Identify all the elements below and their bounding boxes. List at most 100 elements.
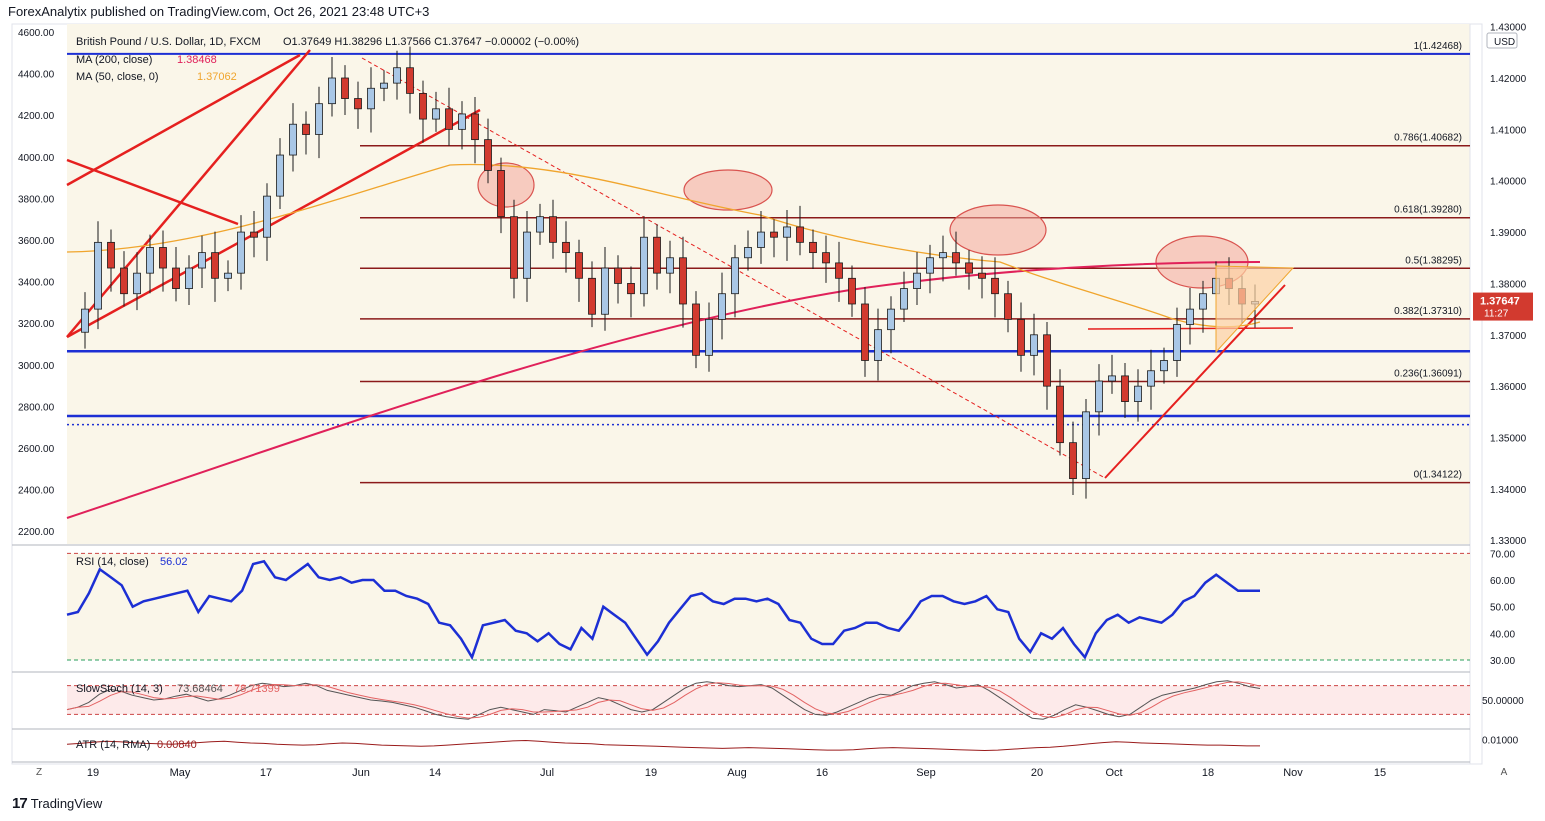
currency-label: USD [1494, 37, 1515, 48]
fib-level-label: 1(1.42468) [1414, 41, 1462, 52]
candle-up [1186, 308, 1194, 325]
candle-up [185, 267, 193, 289]
left-tick-label: 4400.00 [18, 70, 55, 81]
support-lines[interactable] [67, 52, 1470, 426]
triangle-pattern[interactable] [1215, 265, 1295, 354]
price-tick-label: 1.39000 [1490, 228, 1527, 239]
stoch-pane[interactable]: 50.00000 SlowStoch (14, 3) 73.68464 78.7139… [12, 671, 1524, 720]
time-tick-label: Jun [352, 767, 370, 779]
candle-down [211, 252, 219, 279]
candle-down [978, 272, 986, 279]
ma50-label: MA (50, close, 0) [76, 71, 159, 83]
candle-down [861, 303, 869, 361]
footer-brand: TradingView [30, 796, 103, 811]
price-tick-label: 1.34000 [1490, 485, 1527, 496]
candle-up [1134, 385, 1142, 402]
candle-down [822, 252, 830, 264]
chart-canvas[interactable]: 4600.00 4400.00 4200.00 4000.00 3800.00 3600.… [0, 0, 1545, 790]
price-tick-label: 1.33000 [1490, 536, 1527, 547]
price-axis[interactable]: 1.43000 1.42000 1.41000 1.40000 1.39000 1.380… [1469, 23, 1533, 764]
fib-level-label: 0.382(1.37310) [1394, 306, 1462, 317]
candle-down [1056, 385, 1064, 444]
ma50-value: 1.37062 [197, 71, 237, 83]
candle-up [1173, 324, 1181, 361]
candle-down [796, 226, 804, 243]
zoom-corner-button[interactable]: Z [35, 766, 43, 778]
ohlc-values: O1.37649 H1.38296 L1.37566 C1.37647 −0.0… [283, 36, 579, 48]
candle-up [289, 123, 297, 156]
candle-up [666, 257, 674, 274]
atr-line [66, 739, 1260, 752]
highlight-ellipse [477, 162, 535, 208]
tradingview-footer[interactable]: 17 TradingView [12, 795, 102, 812]
rsi-tick-label: 40.00 [1490, 629, 1515, 640]
atr-tick-label: 0.01000 [1482, 735, 1519, 746]
ma200-line [66, 261, 1261, 519]
left-tick-label: 3800.00 [18, 194, 55, 205]
candle-down [302, 123, 310, 135]
candle-down [588, 277, 596, 315]
candle-down [835, 262, 843, 279]
left-tick-label: 2800.00 [18, 402, 55, 413]
candle-down [406, 67, 414, 94]
channel-support-line [66, 108, 481, 339]
candle-up [380, 82, 388, 89]
candle-up [263, 195, 271, 238]
candle-up [133, 272, 141, 295]
left-axis: 4600.00 4400.00 4200.00 4000.00 3800.00 3600.… [18, 28, 55, 538]
candle-up [146, 247, 154, 274]
rsi-pane[interactable]: 70.00 60.00 50.00 40.00 30.00 RSI (14, close)… [12, 544, 1515, 667]
rsi-band [67, 553, 1470, 660]
legend: British Pound / U.S. Dollar, 1D, FXCM O1.… [76, 36, 579, 83]
time-axis[interactable]: 19 May 17 Jun 14 Jul 19 Aug 16 Sep 20 Oct 18 Nov 15 [12, 761, 1470, 779]
price-tick-label: 1.36000 [1490, 382, 1527, 393]
candle-up [276, 154, 284, 197]
candle-up [237, 231, 245, 274]
countdown-timer: 11:27 [1484, 309, 1509, 320]
candle-down [991, 277, 999, 295]
candle-down [497, 170, 505, 218]
candle-down [1043, 334, 1051, 387]
descending-dashed-line [361, 57, 1106, 479]
price-tick-label: 1.37000 [1490, 331, 1527, 342]
candle-up [1095, 380, 1103, 413]
price-tick-label: 1.43000 [1490, 23, 1527, 34]
candle-down [120, 267, 128, 295]
candle-down [341, 77, 349, 99]
candle-down [445, 108, 453, 130]
atr-label: ATR (14, RMA) [76, 739, 150, 751]
candle-up [926, 257, 934, 274]
candle-down [419, 93, 427, 120]
candle-up [640, 236, 648, 295]
time-tick-label: Sep [916, 767, 936, 779]
candle-up [744, 247, 752, 259]
price-tick-label: 1.41000 [1490, 125, 1527, 136]
candle-down [107, 241, 115, 269]
left-tick-label: 2200.00 [18, 527, 55, 538]
candle-up [913, 272, 921, 289]
candles [81, 46, 1259, 499]
fib-level-label: 0(1.34122) [1414, 470, 1462, 481]
left-tick-label: 4600.00 [18, 28, 55, 39]
time-tick-label: Nov [1283, 767, 1303, 779]
candle-up [1030, 334, 1038, 356]
stoch-tick-label: 50.00000 [1482, 696, 1524, 707]
rsi-value: 56.02 [160, 556, 188, 568]
time-tick-label: May [170, 767, 191, 779]
ma200-label: MA (200, close) [76, 54, 152, 66]
candle-up [939, 252, 947, 259]
fib-level-label: 0.786(1.40682) [1394, 133, 1462, 144]
last-price-badge [1473, 292, 1533, 321]
left-tick-label: 3000.00 [18, 361, 55, 372]
time-tick-label: 18 [1202, 767, 1214, 779]
stoch-k-line [66, 680, 1261, 720]
atr-pane[interactable]: 0.01000 ATR (14, RMA) 0.00840 [12, 728, 1519, 752]
auto-scale-button[interactable]: A [1500, 766, 1508, 778]
stoch-label: SlowStoch (14, 3) [76, 683, 163, 695]
candle-down [562, 241, 570, 254]
fib-level-label: 0.618(1.39280) [1394, 205, 1462, 216]
candle-down [770, 231, 778, 238]
rsi-tick-label: 50.00 [1490, 603, 1515, 614]
triangle-shape [1215, 265, 1295, 354]
candle-up [1147, 370, 1155, 387]
